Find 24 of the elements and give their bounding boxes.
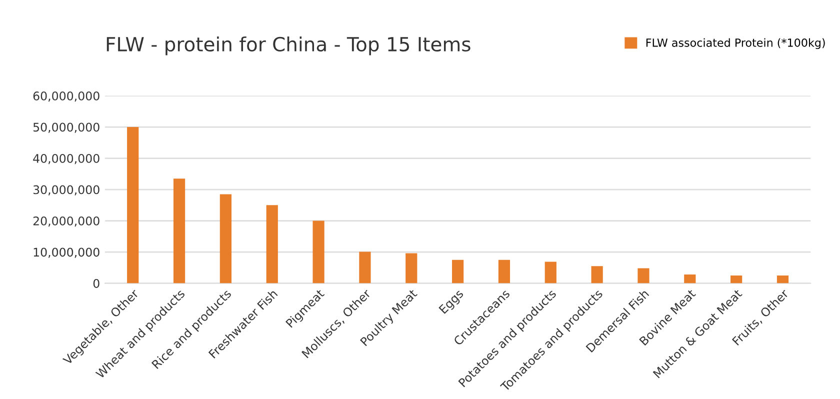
bar xyxy=(730,275,742,284)
y-tick-label: 20,000,000 xyxy=(33,216,100,227)
bar xyxy=(220,194,232,284)
bar xyxy=(127,127,139,284)
bar xyxy=(452,260,464,284)
y-tick-label: 60,000,000 xyxy=(33,91,100,102)
y-tick-label: 50,000,000 xyxy=(33,122,100,133)
y-tick-label: 40,000,000 xyxy=(33,154,100,164)
bar xyxy=(173,178,186,284)
legend-label: FLW associated Protein (*100kg) xyxy=(646,38,825,50)
y-tick-label: 0 xyxy=(93,279,100,288)
chart-title: FLW - protein for China - Top 15 Items xyxy=(106,36,470,56)
bar xyxy=(638,268,650,284)
bar xyxy=(312,220,324,284)
bar xyxy=(544,262,556,284)
y-tick-label: 10,000,000 xyxy=(34,248,100,258)
bar xyxy=(776,275,789,284)
bar xyxy=(591,266,603,284)
bar xyxy=(406,253,418,284)
bar xyxy=(684,274,696,284)
bar xyxy=(266,205,278,284)
y-tick-label: 30,000,000 xyxy=(33,185,100,196)
bar xyxy=(498,260,510,284)
bar xyxy=(359,252,371,284)
